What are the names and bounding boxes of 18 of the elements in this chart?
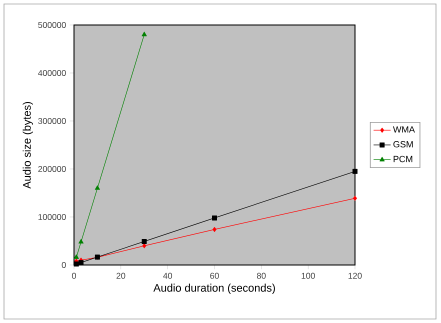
legend-label: GSM xyxy=(393,141,413,148)
y-tick-label: 300000 xyxy=(38,118,66,124)
y-tick-label: 400000 xyxy=(38,70,66,76)
y-tick-label: 200000 xyxy=(38,166,66,172)
y-tick-label: 0 xyxy=(62,262,66,268)
x-tick-label: 100 xyxy=(302,272,315,279)
legend-label: PCM xyxy=(394,156,412,162)
x-tick-label: 80 xyxy=(256,272,266,279)
x-tick-label: 60 xyxy=(210,272,219,279)
x-tick-label: 120 xyxy=(348,272,362,279)
legend-label: WMA xyxy=(393,126,415,133)
x-tick-label: 20 xyxy=(116,272,126,279)
x-tick-label: 40 xyxy=(163,272,172,279)
y-axis-title: Audio size (bytes) xyxy=(22,102,33,189)
y-tick-label: 100000 xyxy=(38,214,66,220)
x-tick-label: 0 xyxy=(72,272,76,279)
x-axis-title: Audio duration (seconds) xyxy=(153,284,275,294)
y-tick-label: 500000 xyxy=(38,22,66,28)
